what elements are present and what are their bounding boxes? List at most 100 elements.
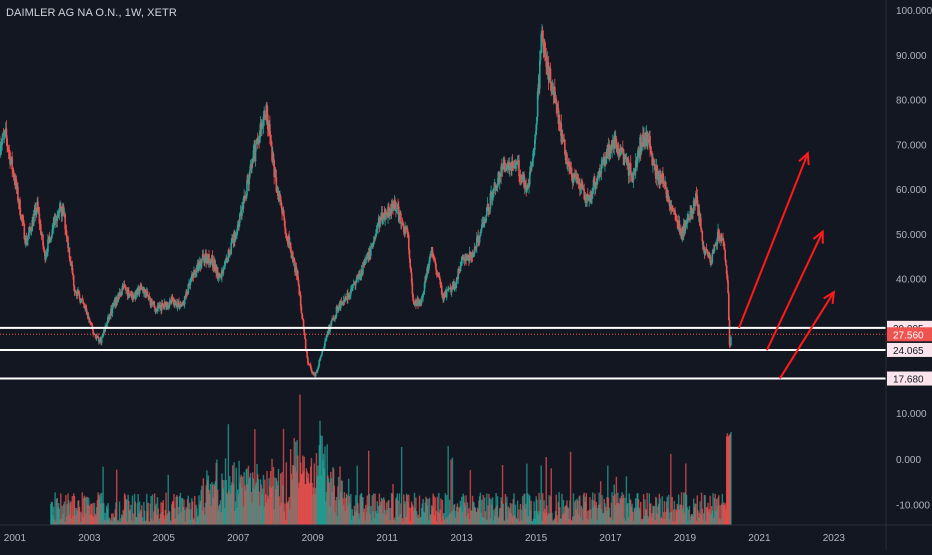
volume-bar (579, 495, 581, 525)
volume-bar (230, 485, 232, 525)
volume-bar (702, 519, 704, 525)
candle-body (175, 301, 177, 306)
candle-body (337, 307, 340, 311)
volume-bar (630, 499, 632, 525)
volume-bar (447, 446, 449, 525)
volume-bar (430, 514, 432, 525)
volume-bar (120, 518, 122, 525)
volume-bar (448, 499, 451, 525)
candle-body (439, 279, 442, 285)
candle-body (297, 279, 300, 286)
candle-body (196, 265, 198, 273)
volume-bar (420, 507, 423, 525)
candle-body (592, 179, 595, 188)
volume-bar (282, 428, 285, 525)
volume-bar (647, 516, 649, 525)
volume-bar (253, 489, 255, 525)
volume-bar (373, 518, 376, 525)
volume-bar (479, 492, 482, 525)
candle-body (402, 222, 404, 226)
volume-bar (627, 503, 629, 525)
volume-bar (657, 506, 659, 525)
volume-bar (292, 464, 294, 525)
candle-body (385, 213, 388, 216)
volume-bar (545, 457, 547, 525)
volume-bar (332, 468, 335, 525)
volume-bar (598, 492, 600, 525)
candle-body (722, 241, 725, 244)
candle-body (708, 253, 711, 256)
volume-bar (436, 521, 438, 525)
candle-body (726, 273, 729, 281)
volume-bar (345, 493, 348, 525)
candle-body (650, 152, 653, 154)
volume-bar (523, 493, 525, 525)
candle-body (590, 197, 593, 203)
volume-bar (315, 453, 318, 525)
candle-body (42, 234, 44, 246)
volume-bar (536, 499, 538, 525)
volume-bar (168, 510, 170, 525)
candle-body (729, 344, 732, 346)
candle-body (136, 288, 139, 295)
volume-bar (525, 503, 527, 525)
candle-body (185, 291, 187, 297)
candle-body (355, 278, 358, 284)
volume-bar (594, 505, 597, 525)
volume-bar (348, 496, 351, 525)
volume-bar (224, 507, 226, 525)
candle-body (344, 297, 346, 302)
volume-bar (143, 501, 145, 525)
volume-bar (673, 501, 676, 525)
volume-bar (236, 489, 239, 525)
candle-body (494, 184, 497, 188)
volume-bar (123, 511, 125, 525)
candle-body (56, 215, 59, 222)
candle-body (594, 182, 597, 190)
candle-body (234, 236, 237, 241)
candle-body (536, 91, 539, 117)
candle-body (65, 230, 68, 238)
price-label-text: 17.680 (893, 375, 924, 386)
candle-body (723, 243, 726, 251)
volume-bar (333, 485, 336, 525)
candle-body (266, 114, 269, 130)
candle-body (331, 318, 333, 321)
candle-body (248, 177, 250, 185)
volume-bar (221, 473, 223, 525)
volume-bar (385, 502, 388, 525)
volume-bar (166, 513, 169, 525)
candle-body (705, 249, 708, 251)
volume-bar (92, 502, 94, 525)
volume-bar (142, 521, 144, 525)
candle-body (562, 138, 565, 142)
candle-body (246, 180, 248, 196)
volume-bar (683, 512, 686, 525)
volume-bar (728, 435, 730, 525)
candle-body (391, 204, 394, 207)
volume-bar (599, 504, 601, 525)
volume-bar (469, 470, 472, 525)
volume-bar (265, 502, 268, 525)
candle-body (260, 122, 263, 130)
volume-bar (539, 499, 542, 525)
candle-body (13, 177, 16, 180)
volume-bar (229, 493, 232, 525)
volume-bar (359, 495, 361, 525)
candle-body (173, 300, 176, 306)
candle-body (695, 193, 698, 196)
volume-bar (398, 516, 400, 525)
volume-bar (370, 506, 372, 525)
candle-body (181, 301, 184, 306)
candle-body (183, 296, 186, 305)
candle-body (533, 139, 536, 151)
volume-bar (633, 507, 635, 525)
candle-body (101, 334, 104, 337)
volume-bar (666, 496, 668, 525)
volume-bar (642, 519, 644, 525)
candle-body (617, 148, 620, 155)
volume-bar (372, 511, 374, 525)
volume-bar (586, 518, 588, 525)
